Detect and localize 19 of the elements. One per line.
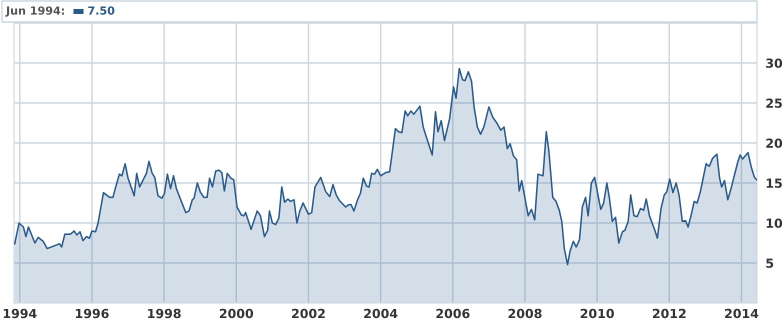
x-tick-label: 2004 <box>364 308 398 318</box>
y-tick-label: 10 <box>766 218 782 228</box>
text: 7.50 <box>88 6 114 15</box>
x-tick-label: 2008 <box>508 308 542 318</box>
x-tick-label: 1994 <box>4 308 37 318</box>
x-tick-label: 1998 <box>148 308 181 318</box>
x-tick-label: 2014 <box>725 308 758 318</box>
x-tick-label: 2012 <box>652 308 686 318</box>
x-tick-label: 2006 <box>436 308 470 318</box>
x-tick-label: 1996 <box>76 308 109 318</box>
x-tick-label: 2000 <box>220 308 254 318</box>
x-tick-label: 2002 <box>292 308 325 318</box>
y-tick-label: 25 <box>766 98 782 108</box>
x-tick-label: 2010 <box>580 308 614 318</box>
y-tick-label: 15 <box>766 178 782 188</box>
text: Jun 1994: <box>5 6 64 17</box>
y-tick-label: 5 <box>766 258 774 268</box>
y-tick-label: 30 <box>766 58 782 68</box>
y-tick-label: 20 <box>766 138 782 148</box>
